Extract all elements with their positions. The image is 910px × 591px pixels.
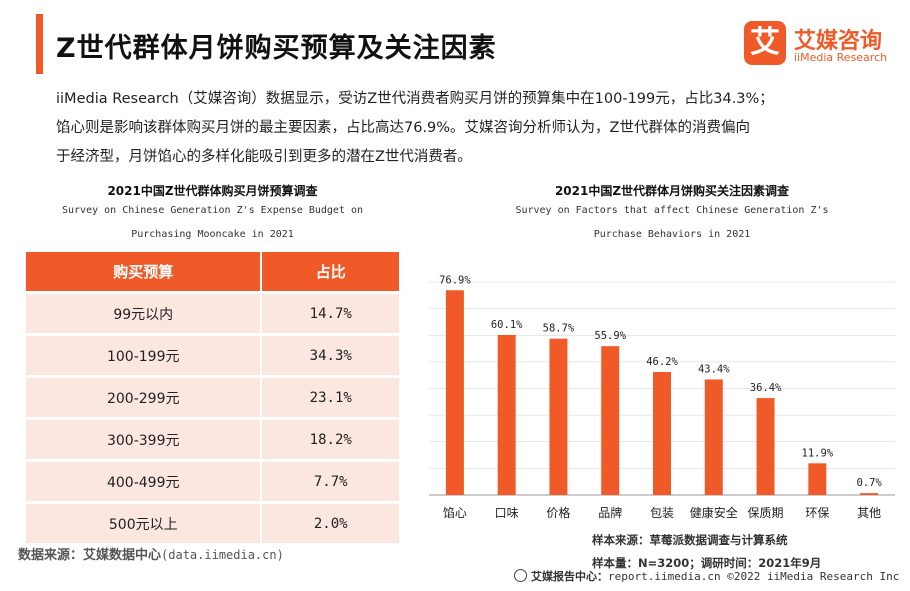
bar bbox=[549, 338, 568, 495]
table-row: 500元以上 2.0% bbox=[26, 504, 399, 543]
data-source-note: 数据来源：艾媒数据中心(data.iimedia.cn) bbox=[18, 544, 284, 563]
share-cell: 7.7% bbox=[262, 462, 399, 501]
left-chart-subtitle: Survey on Chinese Generation Z's Expense… bbox=[14, 199, 411, 247]
data-label: 58.7% bbox=[543, 323, 575, 335]
share-cell: 18.2% bbox=[262, 420, 399, 459]
table-header-row: 购买预算 占比 bbox=[26, 252, 399, 291]
left-subtitle-line1: Survey on Chinese Generation Z's Expense… bbox=[61, 205, 364, 216]
factors-bar-chart: 76.9% 馅心 60.1% 口味 58.7% 价格 55.9% 品牌 46.2% 包装 43.4%… bbox=[429, 274, 895, 520]
bar bbox=[808, 463, 827, 495]
category-label: 价格 bbox=[546, 505, 570, 520]
intro-line: iiMedia Research（艾媒咨询）数据显示，受访Z世代消费者购买月饼的… bbox=[56, 91, 774, 107]
category-label: 口味 bbox=[495, 506, 519, 520]
category-label: 品牌 bbox=[598, 506, 622, 520]
left-chart-title: 2021中国Z世代群体购买月饼预算调查 bbox=[107, 184, 318, 198]
budget-cell: 99元以内 bbox=[26, 294, 263, 333]
sample-size-note: 样本量：N=3200；调研时间：2021年9月 bbox=[592, 556, 822, 570]
data-label: 46.2% bbox=[646, 356, 678, 368]
share-cell: 14.7% bbox=[262, 294, 399, 333]
bar bbox=[704, 379, 723, 495]
table-row: 300-399元 18.2% bbox=[26, 420, 399, 459]
share-cell: 2.0% bbox=[262, 504, 399, 543]
table-row: 99元以内 14.7% bbox=[26, 294, 399, 333]
right-subtitle-line1: Survey on Factors that affect Chinese Ge… bbox=[515, 205, 829, 216]
share-cell: 34.3% bbox=[262, 336, 399, 375]
category-label: 保质期 bbox=[748, 506, 784, 520]
globe-icon bbox=[514, 569, 527, 582]
right-chart-subtitle: Survey on Factors that affect Chinese Ge… bbox=[447, 199, 897, 247]
bar bbox=[860, 493, 879, 495]
table-row: 100-199元 34.3% bbox=[26, 336, 399, 375]
data-source-label: 数据来源：艾媒数据中心 bbox=[18, 548, 162, 563]
sample-source-note: 样本来源：草莓派数据调查与计算系统 bbox=[592, 533, 788, 547]
category-label: 健康安全 bbox=[690, 505, 738, 520]
intro-line: 于经济型，月饼馅心的多样化能吸引到更多的潜在Z世代消费者。 bbox=[56, 149, 472, 165]
data-label: 11.9% bbox=[802, 447, 834, 459]
right-chart-title: 2021中国Z世代群体月饼购买关注因素调查 bbox=[554, 184, 790, 198]
page-title: Z世代群体月饼购买预算及关注因素 bbox=[56, 33, 497, 64]
budget-cell: 200-299元 bbox=[26, 378, 263, 417]
data-label: 0.7% bbox=[856, 477, 882, 489]
bar bbox=[497, 334, 516, 495]
data-label: 60.1% bbox=[491, 319, 523, 331]
data-label: 36.4% bbox=[750, 382, 782, 394]
bar bbox=[756, 398, 775, 495]
category-label: 其他 bbox=[857, 506, 881, 520]
column-header-budget: 购买预算 bbox=[26, 252, 263, 291]
data-source-domain: (data.iimedia.cn) bbox=[161, 548, 284, 562]
intro-line: 馅心则是影响该群体购买月饼的最主要因素，占比高达76.9%。艾媒咨询分析师认为，… bbox=[56, 120, 750, 136]
column-header-share: 占比 bbox=[262, 252, 399, 291]
left-subtitle-line2: Purchasing Mooncake in 2021 bbox=[131, 229, 294, 240]
table-row: 400-499元 7.7% bbox=[26, 462, 399, 501]
budget-cell: 500元以上 bbox=[26, 504, 263, 543]
data-label: 43.4% bbox=[698, 363, 730, 375]
data-label: 55.9% bbox=[594, 330, 626, 342]
budget-cell: 300-399元 bbox=[26, 420, 263, 459]
title-accent-bar bbox=[36, 14, 43, 74]
budget-cell: 400-499元 bbox=[26, 462, 263, 501]
bar bbox=[445, 290, 464, 495]
bar bbox=[601, 346, 620, 495]
category-label: 包装 bbox=[650, 506, 674, 520]
budget-table: 购买预算 占比 99元以内 14.7% 100-199元 34.3% 200-2… bbox=[26, 249, 399, 546]
budget-cell: 100-199元 bbox=[26, 336, 263, 375]
iimedia-logo: 艾 艾媒咨询 iiMedia Research bbox=[744, 21, 904, 71]
share-cell: 23.1% bbox=[262, 378, 399, 417]
footer-text: report.iimedia.cn ©2022 iiMedia Research… bbox=[608, 570, 900, 583]
footer-label: 艾媒报告中心： bbox=[531, 570, 608, 583]
table-row: 200-299元 23.1% bbox=[26, 378, 399, 417]
logo-mark-icon: 艾 bbox=[744, 21, 786, 65]
bar bbox=[653, 371, 671, 495]
right-subtitle-line2: Purchase Behaviors in 2021 bbox=[593, 229, 751, 240]
logo-cn-text: 艾媒咨询 bbox=[794, 29, 883, 54]
category-label: 馅心 bbox=[443, 505, 467, 520]
data-label: 76.9% bbox=[439, 274, 471, 286]
category-label: 环保 bbox=[805, 506, 829, 520]
logo-en-text: iiMedia Research bbox=[794, 51, 888, 64]
footer: 艾媒报告中心：report.iimedia.cn ©2022 iiMedia R… bbox=[514, 568, 899, 584]
intro-paragraph: iiMedia Research（艾媒咨询）数据显示，受访Z世代消费者购买月饼的… bbox=[56, 85, 886, 172]
